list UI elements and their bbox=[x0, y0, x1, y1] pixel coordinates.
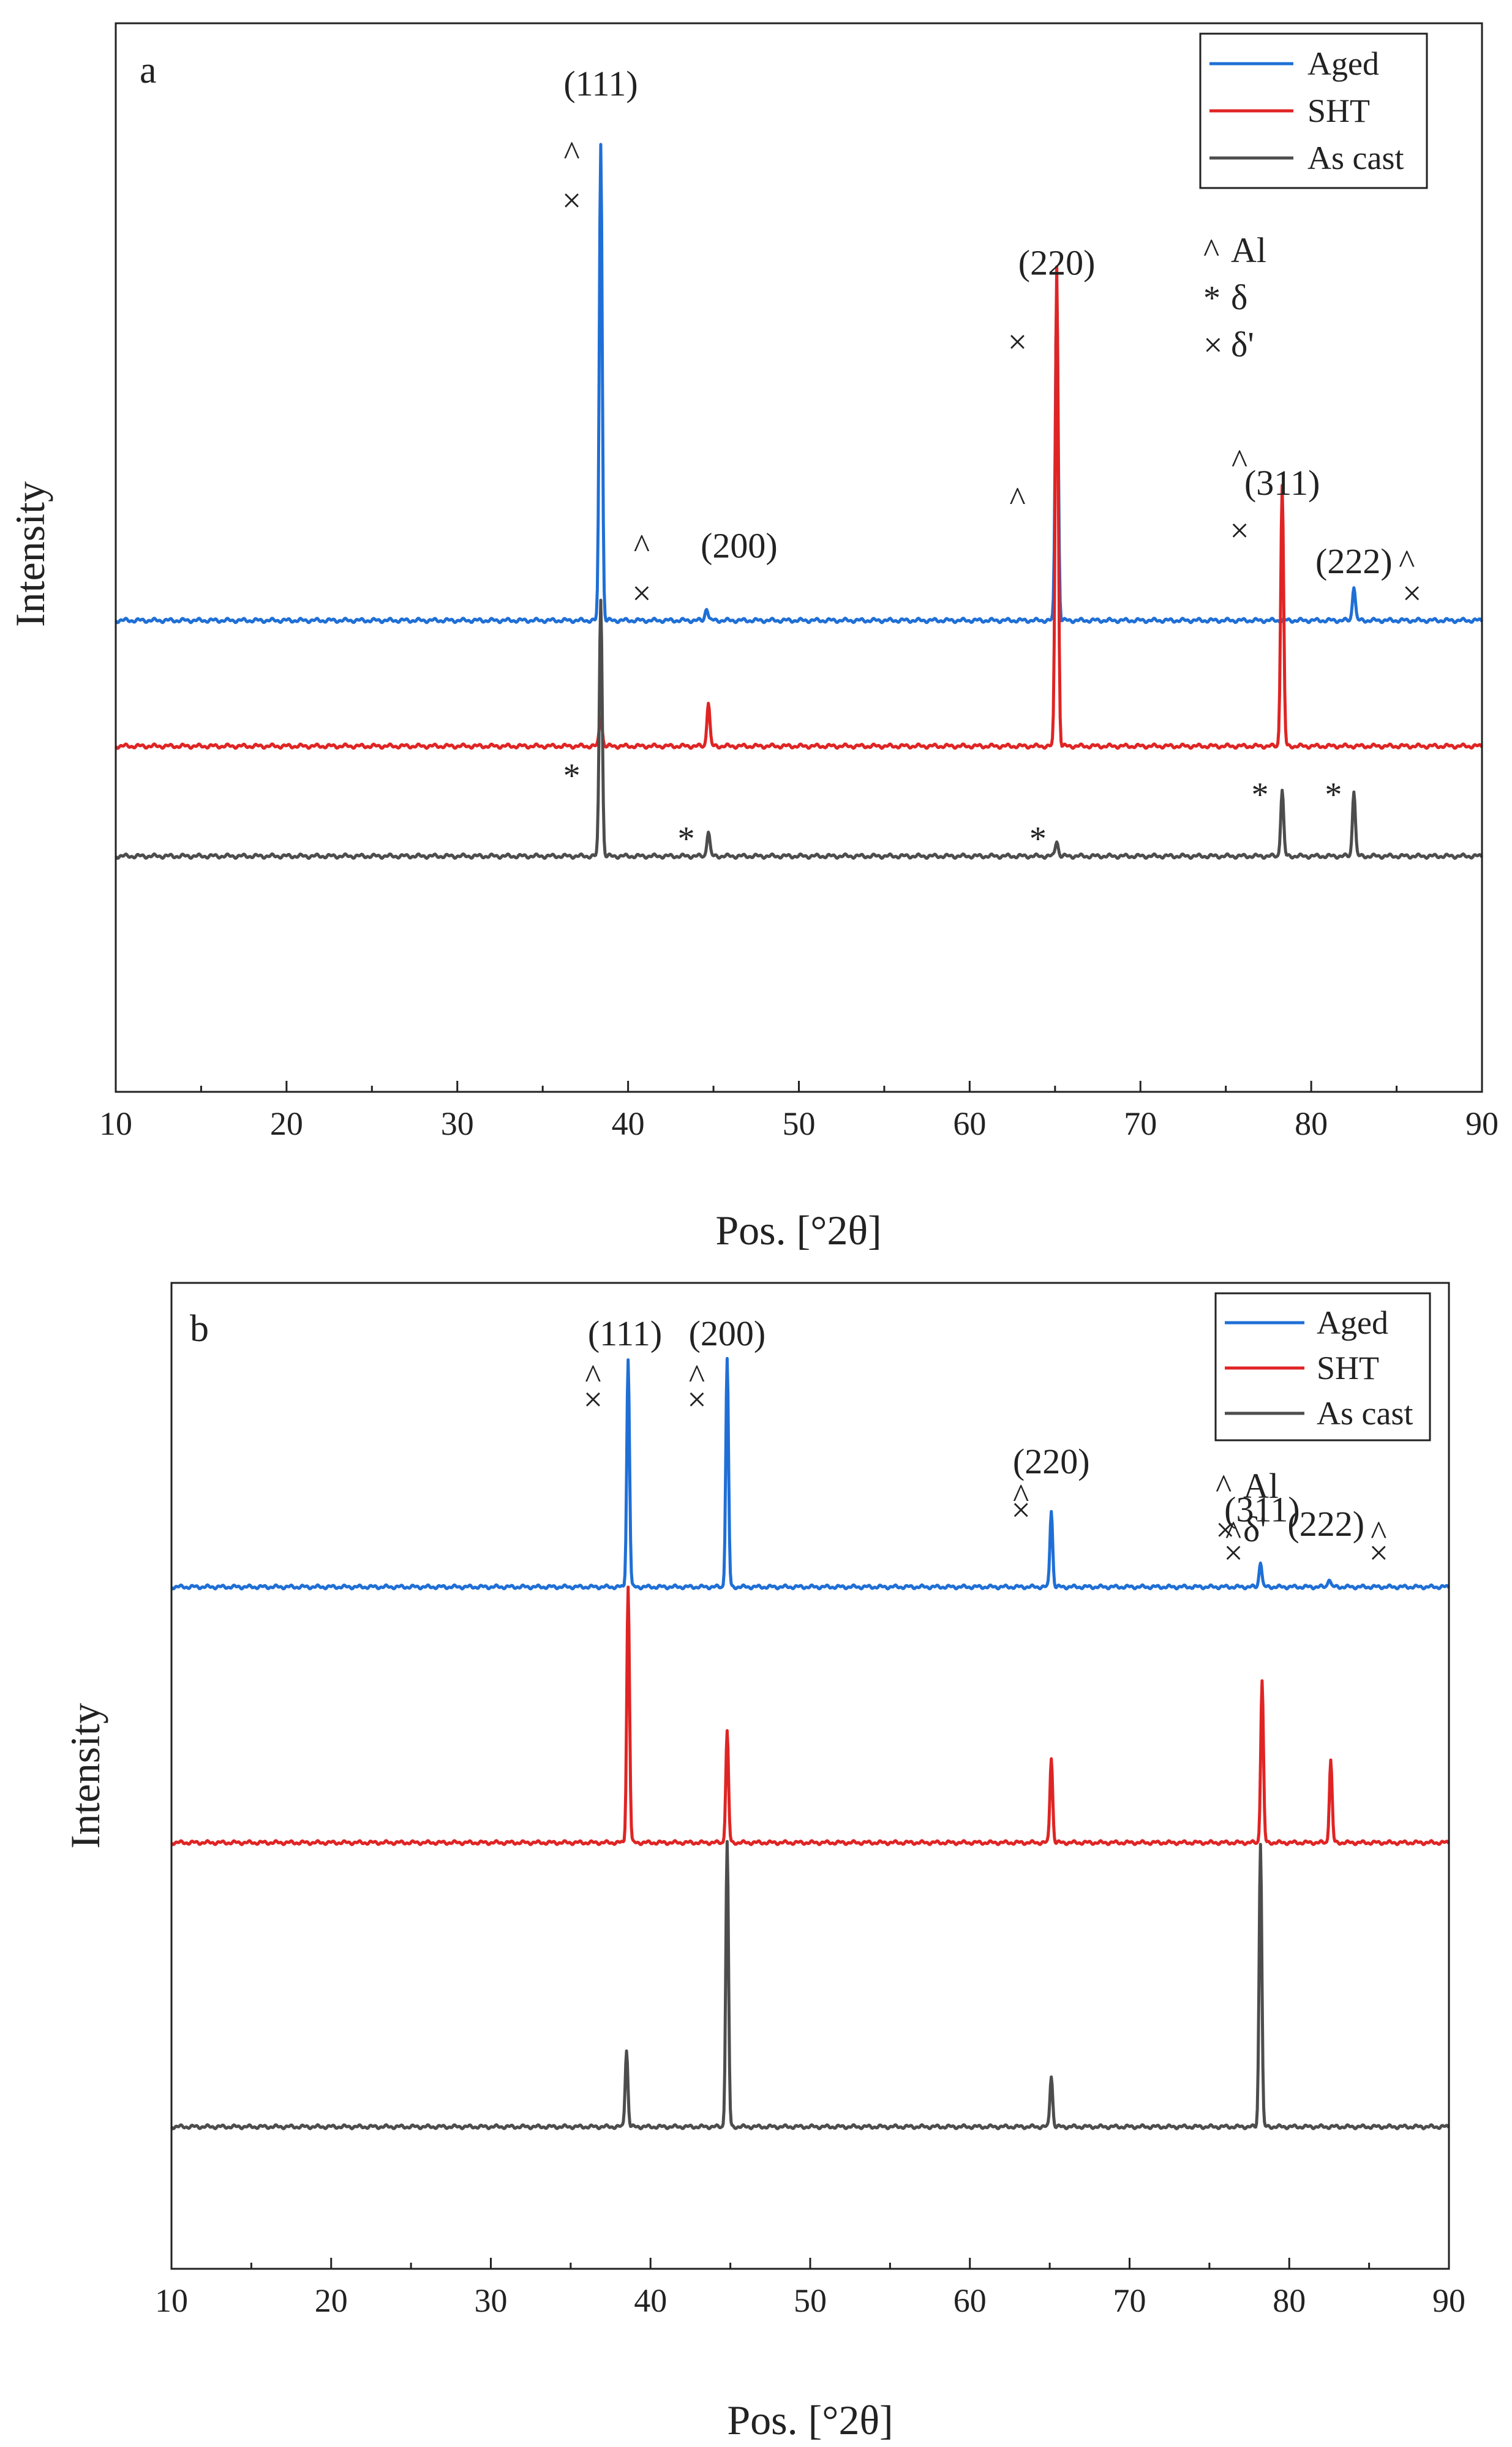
panel-a-legend-label-as-cast: As cast bbox=[1307, 140, 1404, 176]
panel-b-peak-label-200: (200) bbox=[689, 1314, 766, 1353]
panel-b-phase-marks: ^×^×^×^×^× bbox=[584, 1358, 1388, 1573]
panel-a-x-ticks: 10 20 30 40 50 60 70 80 90 bbox=[99, 1081, 1499, 1142]
panel-a-patterns bbox=[114, 143, 1484, 860]
panel-a-phase-mark-14: * bbox=[1325, 776, 1342, 814]
panel-b-phase-mark-2: ^ bbox=[689, 1358, 705, 1396]
panel-b-phase-mark-1: × bbox=[584, 1381, 603, 1419]
panel-a-phase-mark-5: × bbox=[1008, 323, 1028, 361]
panel-b-peak-label-311: (311) bbox=[1224, 1490, 1299, 1530]
panel-a-phase-mark-9: × bbox=[1402, 574, 1422, 612]
panel-a-phase-mark-13: * bbox=[1251, 776, 1268, 814]
panel-b-patterns bbox=[170, 1356, 1451, 2130]
panel-b-series-as-cast bbox=[170, 1840, 1451, 2130]
panel-b-phase-mark-9: × bbox=[1369, 1534, 1388, 1572]
panel-a-x-tick-label-70: 70 bbox=[1124, 1105, 1157, 1142]
panel-a-key-symbol-al: ^ bbox=[1203, 232, 1219, 270]
panel-a-peak-label-220: (220) bbox=[1018, 243, 1096, 283]
panel-b-phase-mark-7: × bbox=[1224, 1534, 1243, 1572]
panel-a-peak-label-311: (311) bbox=[1244, 463, 1320, 503]
panel-a-series-sht bbox=[114, 265, 1484, 750]
panel-b-series-aged bbox=[170, 1356, 1451, 1591]
panel-a-series-as-cast bbox=[114, 598, 1484, 860]
panel-a-phase-mark-0: ^ bbox=[563, 135, 579, 173]
panel-b-x-axis-title: Pos. [°2θ] bbox=[727, 2397, 893, 2443]
panel-b-y-axis-title: Intensity bbox=[62, 1703, 108, 1849]
panel-b-x-tick-label-40: 40 bbox=[634, 2282, 667, 2319]
panel-b-legend-label-sht: SHT bbox=[1317, 1350, 1379, 1386]
panel-a-key-phase-delta: δ bbox=[1231, 277, 1247, 317]
panel-b-series-sht bbox=[170, 1585, 1451, 1846]
panel-a-series-aged bbox=[114, 143, 1484, 625]
panel-a-phase-mark-6: ^ bbox=[1232, 443, 1247, 481]
panel-b-key-symbol-delta-prime: × bbox=[1216, 1511, 1235, 1549]
panel-a-y-axis-title: Intensity bbox=[7, 481, 53, 627]
panel-a-phase-mark-1: × bbox=[562, 182, 582, 220]
panel-b-x-tick-label-10: 10 bbox=[155, 2282, 188, 2319]
panel-a-phase-mark-12: * bbox=[1029, 820, 1047, 858]
panel-a-peak-label-222: (222) bbox=[1315, 541, 1393, 581]
panel-a-symbol-key: ^ Al * δ × δ' bbox=[1203, 230, 1266, 364]
panel-b-x-tick-label-20: 20 bbox=[315, 2282, 348, 2319]
panel-b-phase-mark-0: ^ bbox=[585, 1358, 601, 1396]
panel-b-peak-labels: (111) (200) (220) (311)(222) bbox=[588, 1314, 1364, 1544]
panel-a-key-phase-al: Al bbox=[1231, 230, 1266, 270]
panel-a-x-tick-label-40: 40 bbox=[612, 1105, 645, 1142]
panel-a-legend: Aged SHT As cast bbox=[1199, 32, 1428, 189]
panel-a-phase-mark-10: * bbox=[563, 757, 581, 795]
panel-a-key-symbol-delta: * bbox=[1203, 279, 1221, 317]
panel-b: 10 20 30 40 50 60 70 80 90 b Intensity Pos. [°2θ… bbox=[62, 1282, 1465, 2443]
panel-b-symbol-key: ^ Al × δ' bbox=[1216, 1466, 1279, 1549]
panel-a-key-symbol-delta-prime: × bbox=[1203, 326, 1223, 364]
panel-a-key-phase-delta-prime: δ' bbox=[1231, 325, 1254, 364]
panel-a-label: a bbox=[140, 50, 157, 91]
panel-b-peak-label-111: (111) bbox=[588, 1314, 662, 1353]
panel-a-x-tick-label-80: 80 bbox=[1295, 1105, 1328, 1142]
panel-a-phase-mark-11: * bbox=[677, 820, 694, 858]
panel-a: 10 20 30 40 50 60 70 80 90 a Intensity Pos. [°2θ… bbox=[7, 22, 1499, 1254]
panel-b-label: b bbox=[190, 1308, 209, 1350]
panel-a-x-tick-label-90: 90 bbox=[1465, 1105, 1499, 1142]
panel-a-x-tick-label-50: 50 bbox=[783, 1105, 816, 1142]
panel-b-peak-label-220: (220) bbox=[1013, 1442, 1090, 1481]
panel-b-legend-label-as-cast: As cast bbox=[1317, 1395, 1413, 1432]
panel-b-phase-mark-4: ^ bbox=[1013, 1478, 1029, 1516]
panel-b-phase-mark-6: ^ bbox=[1225, 1514, 1241, 1552]
panel-a-phase-mark-4: ^ bbox=[1009, 481, 1025, 519]
panel-a-phase-mark-7: × bbox=[1230, 512, 1249, 550]
panel-a-peak-label-111: (111) bbox=[563, 64, 638, 103]
panel-a-legend-label-sht: SHT bbox=[1307, 92, 1370, 129]
panel-a-peak-labels: (111) (200) (220) (311) (222) bbox=[563, 64, 1392, 581]
panel-b-legend-label-aged: Aged bbox=[1317, 1304, 1388, 1341]
panel-a-x-tick-label-30: 30 bbox=[441, 1105, 474, 1142]
panel-b-phase-mark-8: ^ bbox=[1371, 1514, 1386, 1552]
panel-a-peak-label-200: (200) bbox=[701, 526, 778, 566]
panel-a-phase-marks: ^×^×^×^×^×** ** * bbox=[562, 135, 1422, 858]
panel-a-legend-label-aged: Aged bbox=[1307, 45, 1379, 82]
panel-b-x-ticks: 10 20 30 40 50 60 70 80 90 bbox=[155, 2258, 1465, 2319]
panel-b-x-tick-label-30: 30 bbox=[475, 2282, 508, 2319]
panel-b-key-phase-al: Al bbox=[1243, 1466, 1279, 1506]
panel-a-x-axis-title: Pos. [°2θ] bbox=[715, 1207, 881, 1254]
panel-a-phase-mark-2: ^ bbox=[634, 528, 650, 566]
panel-b-x-tick-label-60: 60 bbox=[953, 2282, 987, 2319]
panel-b-key-symbol-al: ^ bbox=[1216, 1468, 1232, 1506]
panel-b-x-tick-label-50: 50 bbox=[794, 2282, 827, 2319]
panel-a-x-tick-label-60: 60 bbox=[953, 1105, 986, 1142]
panel-b-x-tick-label-70: 70 bbox=[1113, 2282, 1146, 2319]
panel-b-x-tick-label-80: 80 bbox=[1273, 2282, 1306, 2319]
panel-b-legend: Aged SHT As cast bbox=[1214, 1292, 1431, 1442]
panel-a-phase-mark-3: × bbox=[632, 574, 652, 612]
panel-b-phase-mark-3: × bbox=[687, 1381, 707, 1419]
panel-a-x-tick-label-20: 20 bbox=[270, 1105, 303, 1142]
panel-b-phase-mark-5: × bbox=[1011, 1492, 1031, 1530]
panel-a-x-tick-label-10: 10 bbox=[99, 1105, 132, 1142]
panel-a-phase-mark-8: ^ bbox=[1399, 543, 1415, 581]
panel-b-key-phase-delta-prime: δ' bbox=[1243, 1509, 1266, 1549]
panel-b-peak-label-222: (222) bbox=[1287, 1504, 1364, 1544]
panel-b-x-tick-label-90: 90 bbox=[1432, 2282, 1465, 2319]
